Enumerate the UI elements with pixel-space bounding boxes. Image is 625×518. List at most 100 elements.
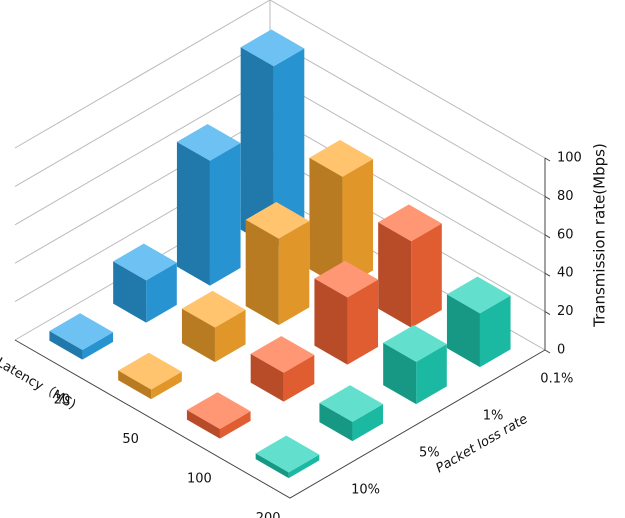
bar-top xyxy=(186,392,251,430)
bar-top-shade xyxy=(49,313,114,351)
bar-side xyxy=(219,411,251,439)
z-tick-label: 80 xyxy=(557,189,574,204)
bar-side-shade xyxy=(49,331,83,360)
z-tick xyxy=(544,349,551,354)
bar-side xyxy=(181,308,215,363)
bar-side xyxy=(278,220,310,326)
bar-side-shade xyxy=(479,295,511,368)
bar-side-shade xyxy=(416,344,447,405)
bar-top xyxy=(118,352,182,390)
bar-side-shade xyxy=(209,143,241,286)
bar-side-shade xyxy=(288,454,320,479)
y-tick-label: 0.1% xyxy=(540,371,573,386)
z-tick-label: 100 xyxy=(557,151,582,166)
x-tick-label: 20 xyxy=(54,393,71,408)
floor-edge xyxy=(14,339,546,499)
bar-side-shade xyxy=(347,279,379,365)
bar xyxy=(446,276,511,368)
bar-top-shade xyxy=(319,385,384,422)
bar-side-shade xyxy=(113,261,147,323)
x-tick-label: 50 xyxy=(122,432,139,447)
bar-side-shade xyxy=(118,370,152,400)
bar-side xyxy=(49,331,83,360)
bar xyxy=(176,124,241,286)
bar-top-shade xyxy=(240,29,305,67)
bar-side xyxy=(479,295,511,368)
bar xyxy=(186,392,251,439)
bar-side xyxy=(146,262,177,323)
bar-side-shade xyxy=(283,355,315,402)
bar-side-shade xyxy=(181,308,215,363)
bar-side-shade xyxy=(319,402,353,442)
bar-side xyxy=(113,261,147,323)
y-tick-label: 5% xyxy=(419,445,440,460)
bar-top xyxy=(181,290,246,328)
bar-side-shade xyxy=(250,353,284,402)
bar-top xyxy=(250,336,315,373)
bar-side xyxy=(209,143,241,286)
bar xyxy=(118,352,182,400)
bar-side-shade xyxy=(314,278,348,365)
bar-top-shade xyxy=(446,276,511,314)
bar-side-shade xyxy=(446,294,480,368)
z-tick-label: 40 xyxy=(557,266,574,281)
bar-side xyxy=(176,141,210,286)
bar-top-shade xyxy=(186,392,251,430)
bar-side xyxy=(352,404,384,442)
bar-top xyxy=(383,325,447,362)
z-tick xyxy=(544,234,551,239)
bar xyxy=(378,204,442,328)
bar-side-shade xyxy=(278,220,310,326)
bar-side xyxy=(82,332,114,360)
bar xyxy=(113,243,177,323)
bar-side xyxy=(288,454,320,479)
bar-top xyxy=(446,276,511,314)
bar-side xyxy=(118,370,152,400)
bar-side xyxy=(446,294,480,368)
bar-top-shade xyxy=(314,260,379,298)
bar-side-shade xyxy=(352,404,384,442)
bar-top-shade xyxy=(250,336,315,373)
bar-side xyxy=(250,353,284,402)
z-tick xyxy=(544,195,551,200)
z-tick xyxy=(544,272,551,277)
bar-top-shade xyxy=(309,140,374,177)
z-tick-label: 20 xyxy=(557,304,574,319)
bar-side xyxy=(416,344,447,405)
y-tick-label: 1% xyxy=(483,408,504,423)
bar-side-shade xyxy=(219,411,251,439)
bar-top xyxy=(245,201,310,239)
bar-side xyxy=(342,158,374,289)
bar-side-shade xyxy=(273,48,305,249)
bar-top xyxy=(309,140,374,177)
bar-side-shade xyxy=(176,141,210,286)
z-tick xyxy=(544,311,551,316)
bar-top xyxy=(255,435,320,473)
bar-side xyxy=(314,278,348,365)
bar-top-shade xyxy=(255,435,320,473)
x-tick-label: 200 xyxy=(256,511,281,518)
bar xyxy=(49,313,114,360)
bar-side xyxy=(240,47,274,249)
bar xyxy=(309,140,374,289)
bar-top xyxy=(176,124,241,161)
bar-side-shade xyxy=(411,223,442,328)
bar-side xyxy=(151,371,182,400)
bar-top-shade xyxy=(181,290,246,328)
bar-side xyxy=(273,48,305,249)
bar-side xyxy=(186,410,220,439)
bar xyxy=(314,260,379,365)
bar xyxy=(240,29,305,249)
z-tick-label: 0 xyxy=(557,343,565,358)
bar-top-shade xyxy=(378,204,442,242)
bar-side xyxy=(309,157,343,289)
bar-side xyxy=(411,223,442,328)
bar-top-shade xyxy=(176,124,241,161)
z-axis-label: Transmission rate(Mbps) xyxy=(591,143,609,328)
bar-side-shade xyxy=(240,47,274,249)
bar-top xyxy=(49,313,114,351)
bar-top-shade xyxy=(118,352,182,390)
bar xyxy=(319,385,384,442)
bar-side xyxy=(283,355,315,402)
